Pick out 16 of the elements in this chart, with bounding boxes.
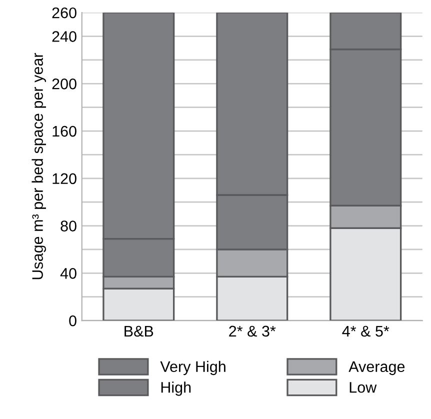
x-tick-label: 2* & 3* (229, 326, 276, 337)
y-tick-label: 240 (52, 31, 76, 42)
legend-label: High (161, 382, 191, 396)
y-tick-label: 0 (69, 315, 76, 326)
legend-label: Low (350, 382, 377, 393)
legend-label: Average (348, 361, 405, 376)
y-tick-label: 80 (60, 220, 76, 232)
y-tick-label: 200 (52, 78, 76, 90)
x-tick-label: 4* & 5* (342, 326, 390, 337)
x-tick-label: B&B (124, 326, 154, 337)
legend-label: Very High (160, 360, 226, 376)
y-tick-label: 40 (60, 268, 76, 279)
y-tick-label: 120 (52, 173, 76, 184)
y-axis-title: Usage m³ per bed space per year (32, 53, 46, 280)
y-tick-label: 260 (52, 7, 76, 18)
y-tick-label: 160 (52, 126, 76, 137)
